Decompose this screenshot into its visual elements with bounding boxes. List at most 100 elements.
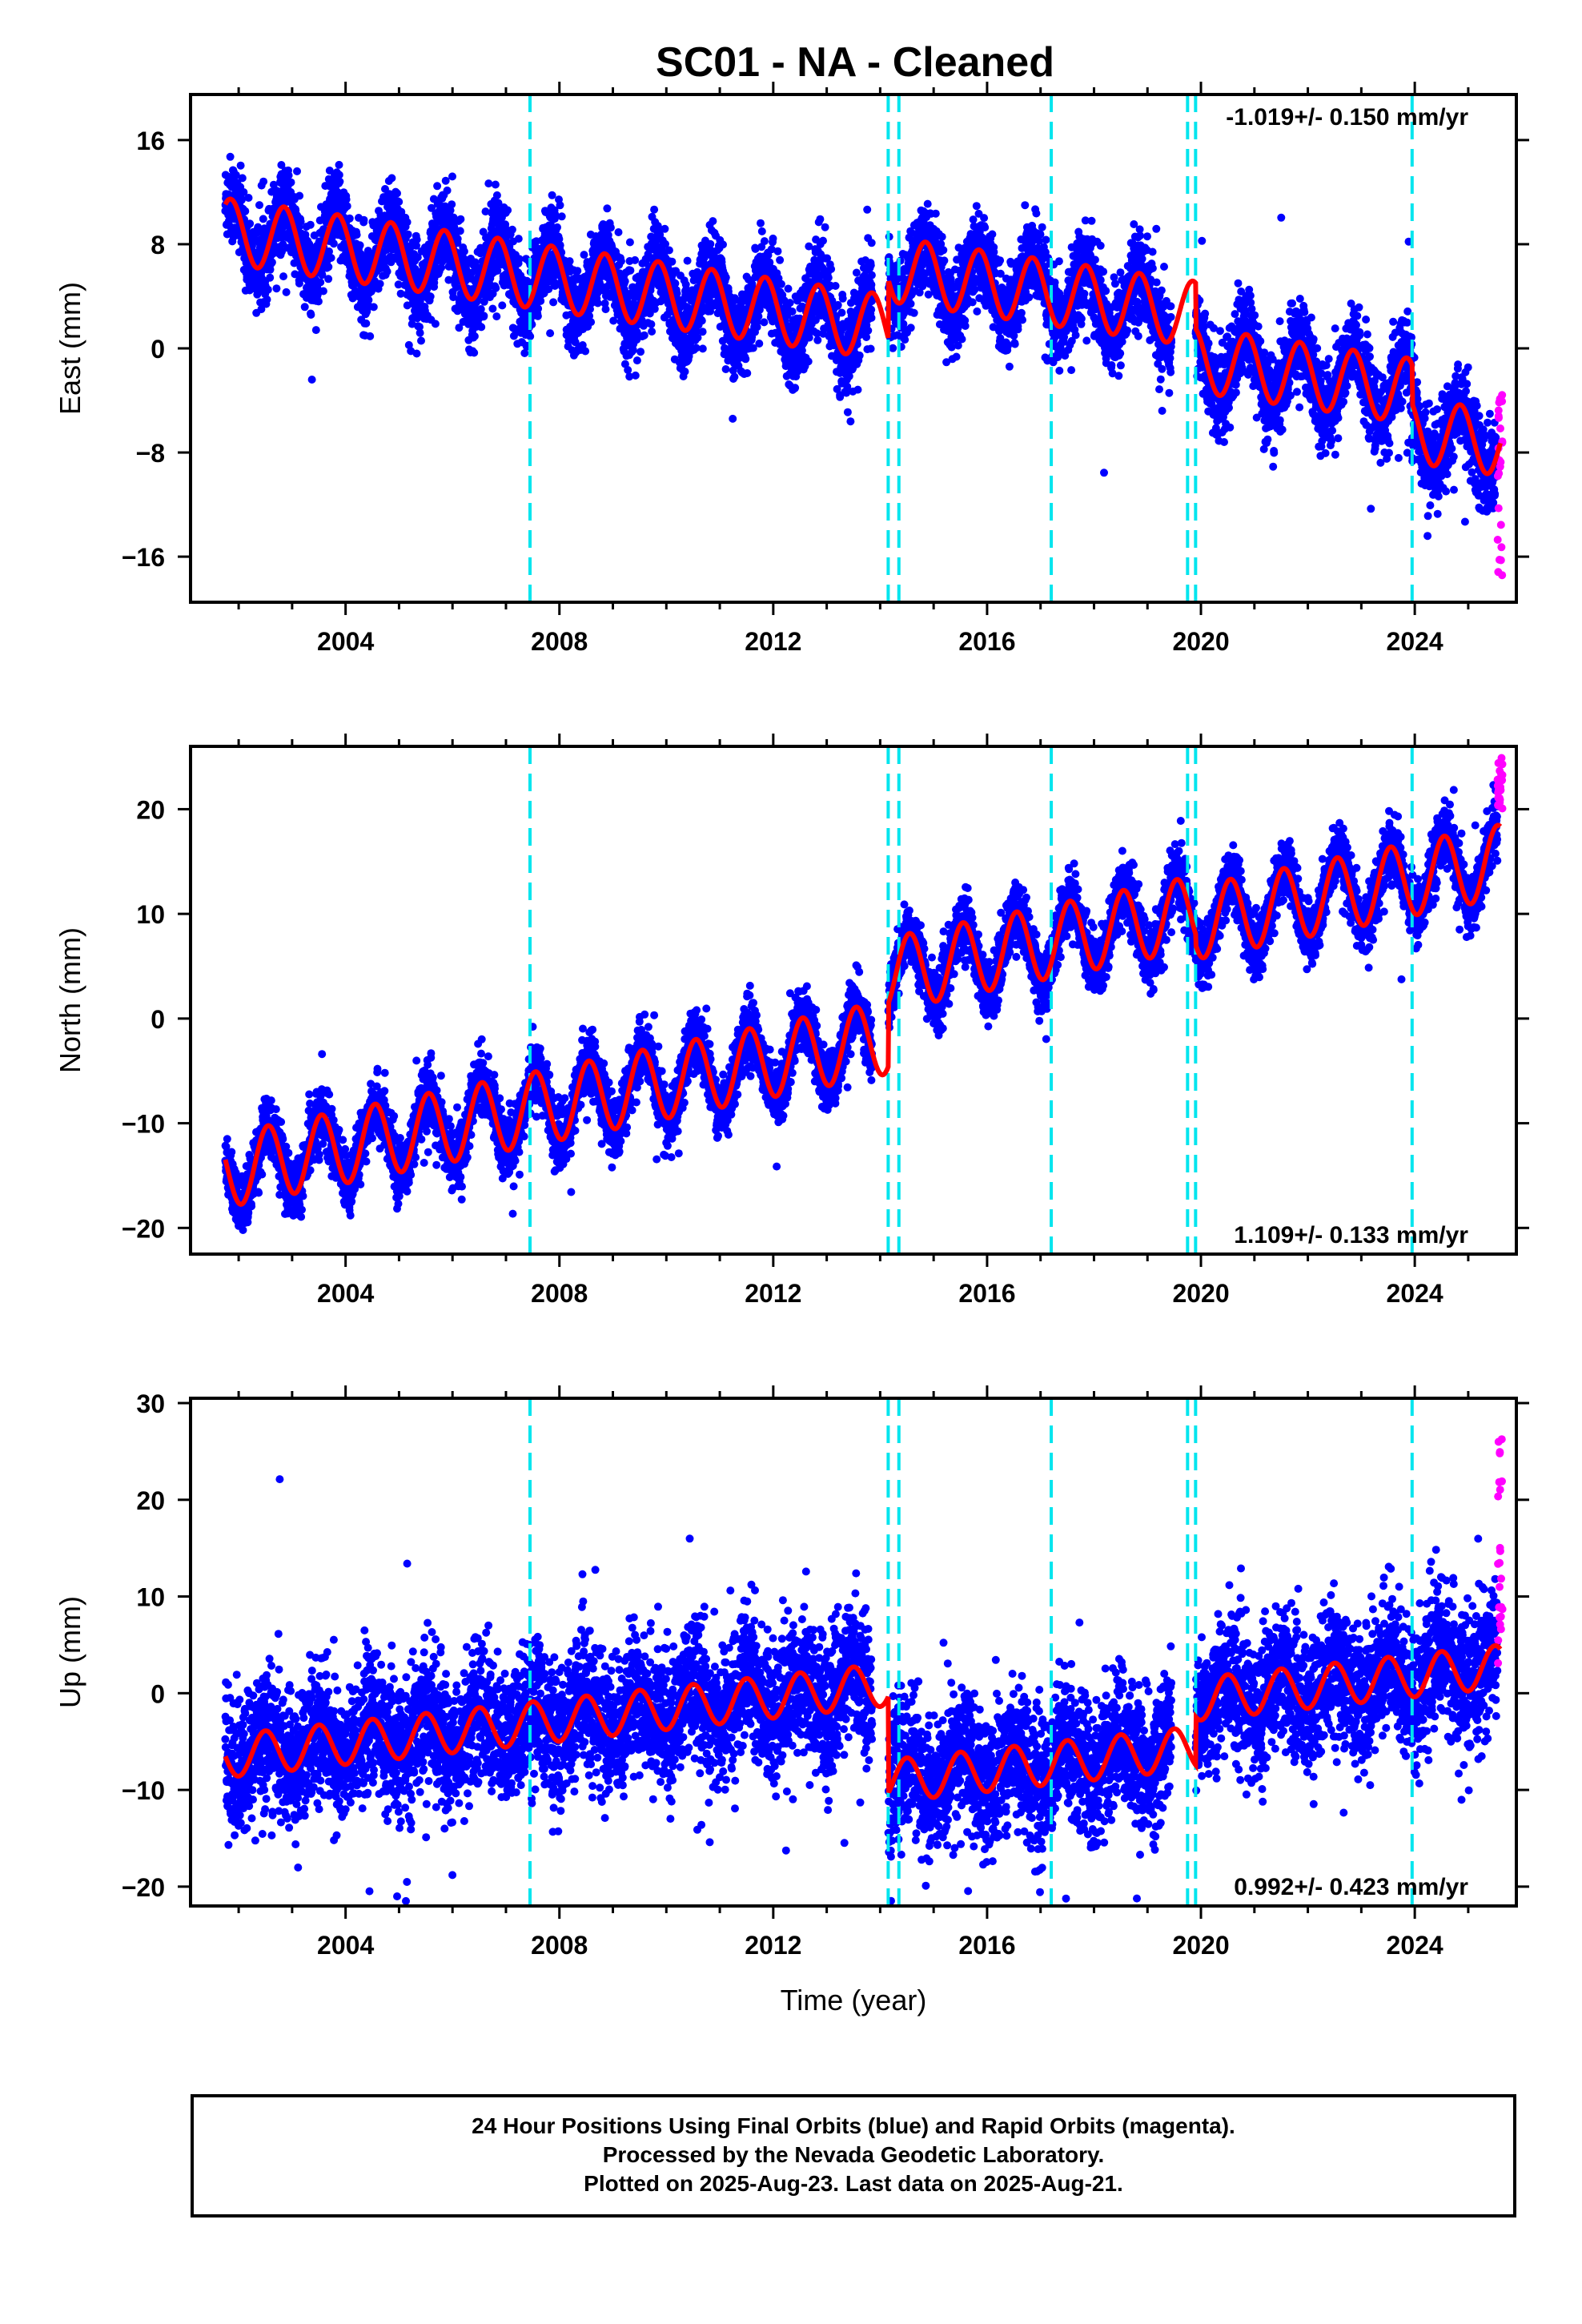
data-point [342,195,351,203]
data-point [863,205,872,214]
data-point [226,152,235,161]
data-point [668,257,677,266]
data-point [295,191,304,200]
data-point [306,220,315,229]
data-point [853,385,862,394]
data-point [456,227,464,235]
data-point [777,279,785,288]
data-point [626,266,635,275]
data-point [484,179,493,188]
data-point [327,254,335,262]
data-point [325,247,333,255]
data-point [741,355,750,364]
data-point [277,161,286,169]
data-point [866,261,875,270]
data-point [352,231,361,239]
data-point [307,376,316,384]
data-point [625,238,634,247]
data-point [616,257,625,266]
data-point [923,199,932,208]
data-point [631,371,640,380]
data-point [291,270,299,279]
data-point [364,296,373,304]
data-point [821,223,829,231]
data-point [706,239,715,248]
data-point [867,239,876,247]
data-point [470,332,479,340]
data-point [833,300,842,309]
data-point [272,284,281,293]
data-point [412,235,421,244]
data-point [852,268,861,277]
data-point [785,299,794,308]
data-point [318,271,327,279]
data-point [534,304,543,313]
data-point [456,215,465,223]
data-point [293,167,301,175]
data-point [514,235,523,243]
data-point [355,241,364,250]
data-point [952,352,961,361]
data-point [492,312,501,321]
data-point [636,348,645,356]
chart-title: SC01 - NA - Cleaned [656,39,1054,86]
data-point [784,284,793,293]
data-point [504,206,512,215]
data-point [239,188,248,196]
data-point [773,247,782,255]
data-point [961,322,970,330]
data-point [329,239,338,248]
data-point [721,365,730,373]
data-point [416,328,424,337]
data-point [650,205,659,214]
data-point [448,172,456,181]
data-point [269,180,278,189]
data-point [335,171,343,179]
data-point [867,271,876,279]
data-point [477,323,486,332]
data-point [335,177,344,186]
data-point [958,335,966,344]
data-point [426,292,435,301]
data-point [788,308,797,316]
data-point [931,209,940,218]
data-point [601,305,610,314]
data-point [335,160,343,169]
data-point [906,324,915,332]
data-point [324,275,333,283]
data-point [460,247,468,255]
data-point [843,408,852,416]
data-point [587,318,596,327]
data-point [831,282,840,290]
data-point [719,240,727,249]
data-point [319,287,327,296]
data-point [241,207,250,215]
data-point [816,215,825,223]
data-point [824,273,833,282]
data-point [443,186,452,195]
data-point [698,328,707,336]
data-point [760,237,769,246]
data-point [267,258,276,267]
data-point [729,414,737,423]
data-point [366,332,375,340]
data-point [236,161,245,170]
data-point [697,316,706,325]
series-final-orbits-east [221,152,1502,541]
data-point [287,178,295,187]
data-point [238,174,247,183]
data-point [387,174,396,183]
data-point [661,224,669,233]
data-point [546,329,555,338]
data-point [369,303,378,312]
data-point [631,255,640,264]
data-point [683,256,692,265]
data-point [284,171,293,179]
data-point [431,320,440,328]
data-point [266,265,275,274]
data-point [940,256,949,265]
data-point [231,171,240,179]
data-point [307,311,315,319]
data-point [237,195,246,204]
